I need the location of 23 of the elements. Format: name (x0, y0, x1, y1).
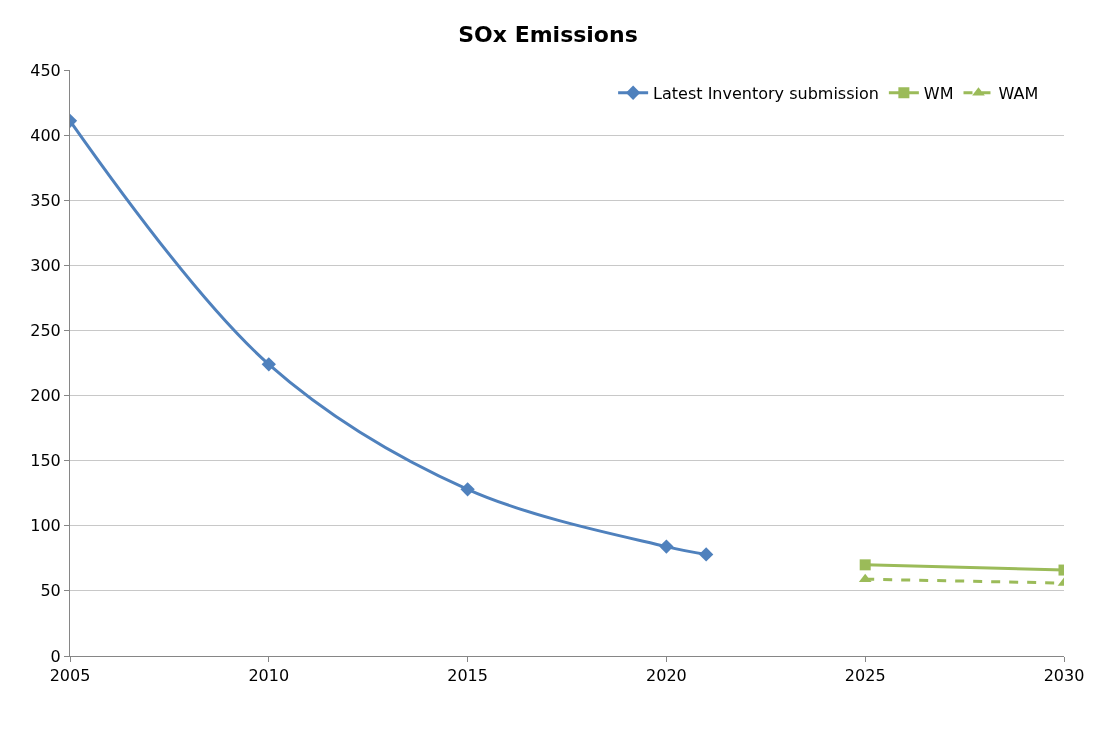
x-tick-label: 2020 (646, 666, 687, 686)
legend-label: WM (923, 84, 954, 103)
y-tick-label: 0 (50, 646, 61, 666)
x-tick-label: 2015 (447, 666, 488, 686)
x-tick-label: 2030 (1043, 666, 1085, 686)
y-tick-label: 50 (40, 581, 61, 601)
point (659, 539, 674, 554)
point (699, 547, 714, 562)
y-tick-label: 350 (30, 190, 61, 210)
chart-title: SOx Emissions (458, 21, 638, 47)
legend-label: Latest Inventory submission (653, 84, 879, 103)
y-tick-label: 100 (30, 516, 61, 536)
y-tick-label: 150 (30, 451, 61, 471)
y-tick-label: 450 (30, 60, 61, 80)
x-tick-label: 2010 (248, 666, 290, 686)
y-tick-label: 400 (30, 125, 61, 145)
y-tick-label: 250 (30, 321, 61, 341)
legend-label: WAM (998, 84, 1039, 103)
x-tick-label: 2025 (844, 666, 886, 686)
y-tick-label: 200 (30, 386, 61, 406)
y-tick-label: 300 (30, 255, 61, 275)
point (460, 482, 475, 497)
x-tick-label: 2005 (49, 666, 91, 686)
